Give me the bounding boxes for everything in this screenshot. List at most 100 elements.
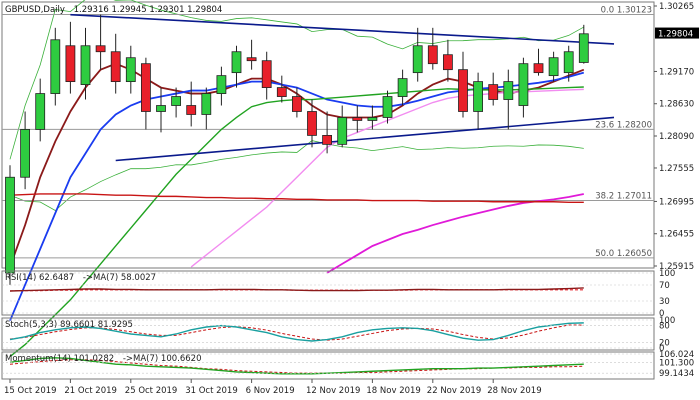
bull-candle xyxy=(20,129,31,178)
date-tick-label: 15 Oct 2019 xyxy=(4,386,57,396)
current-price-label: 1.29804 xyxy=(658,30,693,40)
bear-candle xyxy=(442,54,453,71)
bull-candle xyxy=(503,81,514,100)
fib-level-label: 50.0 1.26050 xyxy=(595,249,652,259)
panel-tick-label: 30 xyxy=(659,297,670,307)
rsi-panel: 100 70 30 0 RSI(14) 62.6487 ->MA(7) 58.0027 xyxy=(1,269,675,319)
fib-level-label: 23.6 1.28200 xyxy=(595,120,652,130)
ohlc-text: 1.29316 1.29945 1.29301 1.29804 xyxy=(74,5,223,15)
price-tick-label: 1.25915 xyxy=(659,262,694,272)
bull-candle xyxy=(125,57,136,83)
trendline xyxy=(70,13,615,45)
rsi-lines xyxy=(2,272,654,314)
candlesticks xyxy=(5,14,589,285)
moving-average-line xyxy=(9,193,584,204)
bollinger-upper xyxy=(9,0,584,160)
date-tick-label: 6 Nov 2019 xyxy=(246,386,295,396)
bear-candle xyxy=(186,105,197,115)
panel-tick-label: 100 xyxy=(659,269,675,279)
bull-candle xyxy=(35,93,46,130)
price-tick-label: 1.26455 xyxy=(659,230,694,240)
stoch-d-line xyxy=(9,324,584,341)
momentum-ma-value: ->MA(7) 100.6620 xyxy=(123,354,202,364)
rsi-label: RSI(14) 62.6487 ->MA(7) 58.0027 xyxy=(5,273,156,283)
bull-candle xyxy=(563,51,574,74)
bear-candle xyxy=(352,117,363,121)
price-tick-label: 1.28090 xyxy=(659,132,694,142)
fib-level-label: 38.2 1.27011 xyxy=(595,191,652,201)
current-price-background xyxy=(655,27,699,39)
panel-tick-label: 100 xyxy=(659,316,675,326)
panel-tick-label: 106.024 xyxy=(659,350,694,360)
panel-tick-label: 0 xyxy=(659,309,664,319)
momentum-panel-frame xyxy=(1,351,655,380)
rsi-panel-frame xyxy=(1,270,655,316)
date-axis: 15 Oct 2019 21 Oct 2019 25 Oct 2019 31 Oct … xyxy=(4,379,542,396)
panel-tick-label: 80 xyxy=(659,322,670,332)
main-panel: 0.0 1.30123 23.6 1.28200 38.2 1.27011 50.0 … xyxy=(1,0,699,358)
date-tick-label: 25 Oct 2019 xyxy=(125,386,178,396)
bull-candle xyxy=(337,117,348,145)
bear-candle xyxy=(95,45,106,53)
date-tick-label: 12 Nov 2019 xyxy=(306,386,360,396)
date-tick-label: 21 Oct 2019 xyxy=(64,386,117,396)
panel-tick-label: 0 xyxy=(659,344,664,354)
momentum-line xyxy=(9,357,584,375)
bear-candle xyxy=(291,96,302,112)
bear-candle xyxy=(261,60,272,88)
bear-candle xyxy=(140,63,151,112)
price-tick-label: 1.26995 xyxy=(659,197,694,207)
bull-candle xyxy=(412,45,423,74)
bollinger-bands xyxy=(9,0,584,211)
trendline xyxy=(115,116,615,162)
bull-candle xyxy=(518,63,529,106)
stoch-panel-frame xyxy=(1,317,655,351)
bull-candle xyxy=(231,51,242,74)
bull-candle xyxy=(50,39,61,94)
date-tick-label: 22 Nov 2019 xyxy=(427,386,481,396)
price-tick-label: 1.28630 xyxy=(659,100,694,110)
bull-candle xyxy=(473,81,484,112)
price-tick-label: 1.29170 xyxy=(659,67,694,77)
rsi-ma-value: ->MA(7) 58.0027 xyxy=(83,273,156,283)
bear-candle xyxy=(110,51,121,83)
moving-average-line xyxy=(326,193,584,274)
bull-candle xyxy=(382,96,393,118)
momentum-label: Momentum(14) 101.0282 ->MA(7) 100.6620 xyxy=(5,354,201,364)
bull-candle xyxy=(156,105,166,112)
rsi-line xyxy=(9,287,584,292)
bollinger-lower xyxy=(9,140,584,211)
panel-tick-label: 99.1434 xyxy=(659,369,694,379)
date-tick-label: 18 Nov 2019 xyxy=(366,386,420,396)
date-tick-label: 28 Nov 2019 xyxy=(487,386,541,396)
momentum-lines xyxy=(2,353,654,375)
panel-tick-label: 101.300 xyxy=(659,358,694,368)
bull-candle xyxy=(5,176,15,274)
current-price-tag: 1.29804 xyxy=(655,27,699,40)
panel-tick-label: 70 xyxy=(659,281,670,291)
bull-candle xyxy=(397,78,408,97)
bull-candle xyxy=(578,33,589,63)
momentum-value: Momentum(14) 101.0282 xyxy=(5,354,114,364)
stoch-label: Stoch(5,3,3) 89.6601 81.9295 xyxy=(5,320,133,330)
bull-candle xyxy=(201,93,212,115)
bull-candle xyxy=(171,96,182,106)
stoch-k-line xyxy=(9,322,584,342)
date-tick-label: 31 Oct 2019 xyxy=(185,386,238,396)
symbol-text: GBPUSD,Daily xyxy=(5,5,65,15)
price-tick-label: 1.27555 xyxy=(659,164,694,174)
bear-candle xyxy=(246,57,257,62)
bear-candle xyxy=(322,135,333,145)
rsi-axis: 100 70 30 0 xyxy=(659,269,675,319)
bear-candle xyxy=(533,63,544,74)
price-tick-label: 1.30265 xyxy=(659,2,694,12)
rsi-value: RSI(14) 62.6487 xyxy=(5,273,74,283)
bear-candle xyxy=(488,84,499,100)
bull-candle xyxy=(548,57,559,77)
price-axis: 1.30265 1.29170 1.28630 1.28090 1.27555 1.269… xyxy=(654,2,694,272)
